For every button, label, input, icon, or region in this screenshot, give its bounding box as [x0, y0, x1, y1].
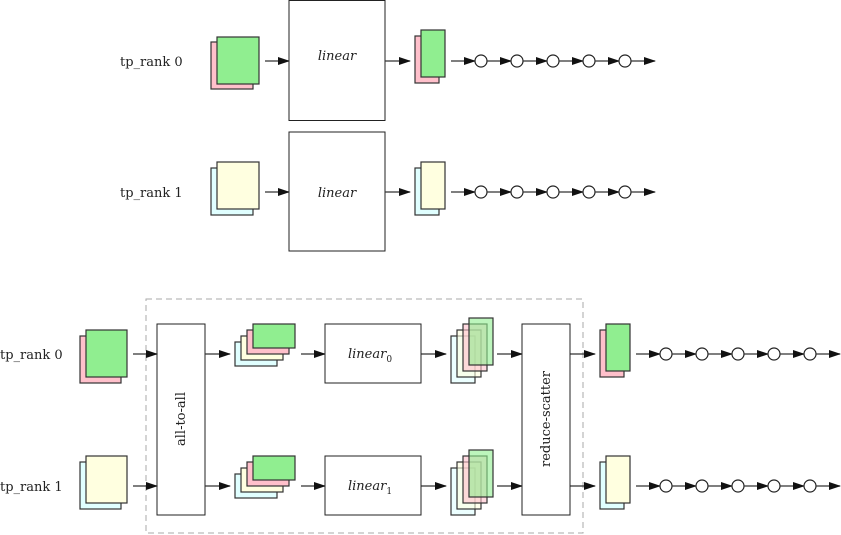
top-rank0-input-front-tile [216, 36, 260, 85]
op-node [474, 185, 488, 199]
op-node [618, 185, 632, 199]
op-node [731, 479, 745, 493]
bottom-linear0-box [324, 323, 422, 384]
linear0-text: linear [348, 347, 387, 362]
bottom-linear1-label: linear1 [348, 479, 392, 497]
op-node [659, 347, 673, 361]
op-node [510, 54, 524, 68]
all-to-all-label: all-to-all [174, 392, 189, 446]
bottom-rank1-input-front-tile [85, 455, 128, 504]
bottom-rank1-output-front-tile [605, 455, 631, 504]
op-node [803, 347, 817, 361]
bottom-rank0-label: tp_rank 0 [0, 348, 63, 363]
bottom-rank0-input-front-tile [85, 329, 128, 378]
top-rank0-output-front-tile [420, 29, 446, 78]
op-node [546, 54, 560, 68]
op-node [474, 54, 488, 68]
top-linear1-label: linear [318, 186, 357, 201]
rank0-partial-sum-tile [468, 317, 494, 366]
op-node [582, 185, 596, 199]
op-node [731, 347, 745, 361]
top-rank1-label: tp_rank 1 [120, 186, 183, 201]
top-linear0-box [288, 0, 386, 121]
linear1-subscript: 1 [386, 487, 392, 497]
op-node [510, 185, 524, 199]
op-node [767, 347, 781, 361]
linear1-text: linear [348, 479, 387, 494]
top-rank1-input-front-tile [216, 161, 260, 210]
bottom-linear1-box [324, 455, 422, 516]
top-linear1-box [288, 131, 386, 252]
rank0-redistributed-tile [252, 323, 296, 349]
top-rank1-output-front-tile [420, 161, 446, 210]
op-node [582, 54, 596, 68]
bottom-rank1-label: tp_rank 1 [0, 480, 63, 495]
rank1-redistributed-tile [252, 455, 296, 481]
all-to-all-box [156, 323, 206, 516]
op-node [618, 54, 632, 68]
reduce-scatter-box [521, 323, 571, 516]
rank1-partial-sum-tile [468, 449, 494, 498]
op-node [546, 185, 560, 199]
op-node [767, 479, 781, 493]
reduce-scatter-label: reduce-scatter [539, 370, 554, 467]
bottom-rank0-output-front-tile [605, 323, 631, 372]
top-rank0-label: tp_rank 0 [120, 55, 183, 70]
op-node [659, 479, 673, 493]
bottom-linear0-label: linear0 [348, 347, 392, 365]
op-node [695, 479, 709, 493]
op-node [803, 479, 817, 493]
linear0-subscript: 0 [386, 355, 392, 365]
top-linear0-label: linear [318, 49, 357, 64]
op-node [695, 347, 709, 361]
communication-region-dashed-box [145, 298, 584, 534]
